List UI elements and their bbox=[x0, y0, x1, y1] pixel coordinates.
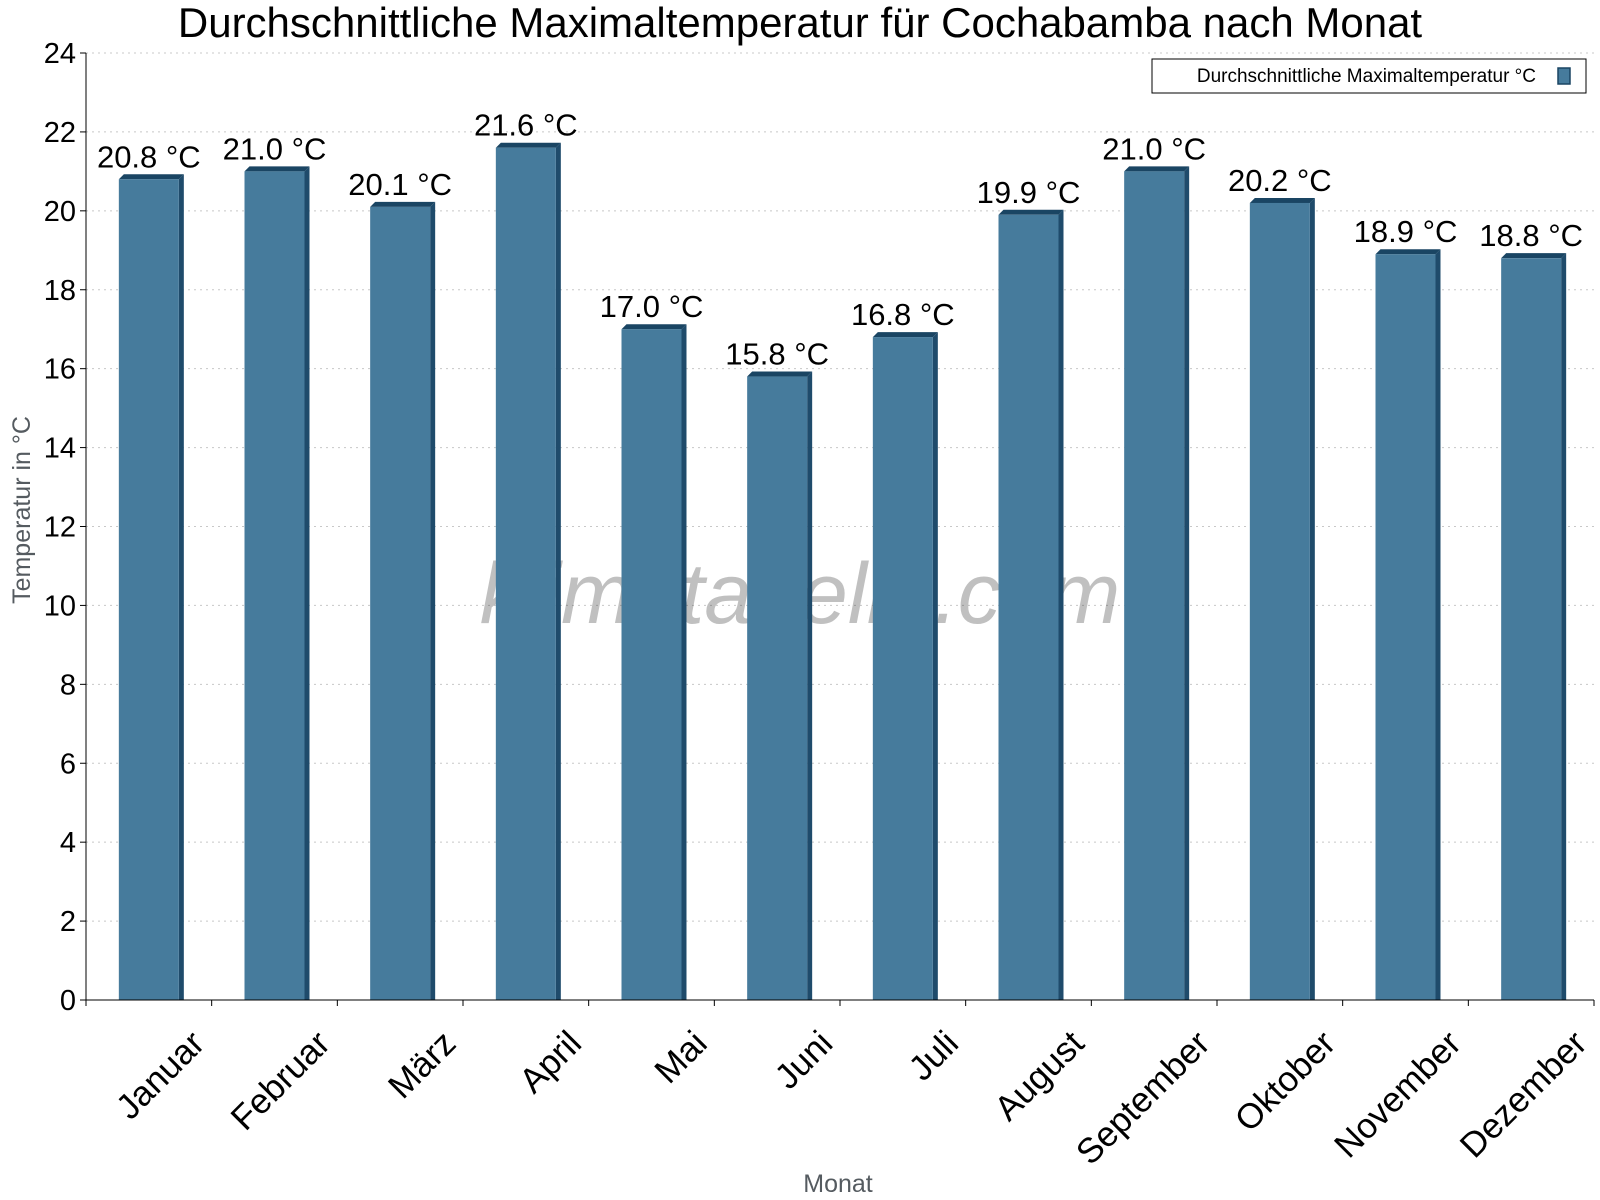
x-tick-label: August bbox=[987, 1023, 1092, 1128]
bar-6: 15.8 °C bbox=[725, 337, 829, 1000]
bars-group: 20.8 °C 21.0 °C 20.1 °C 21.6 °C 17.0 °C 15.8 … bbox=[97, 108, 1583, 1001]
chart-title: Durchschnittliche Maximaltemperatur für … bbox=[178, 0, 1423, 46]
bar bbox=[1124, 171, 1185, 1000]
y-tick-label: 2 bbox=[60, 906, 76, 938]
legend-swatch bbox=[1557, 67, 1571, 85]
data-label: 18.9 °C bbox=[1354, 214, 1458, 249]
bar-side bbox=[430, 201, 436, 1000]
bar-side bbox=[1435, 249, 1441, 1001]
bar-9: 21.0 °C bbox=[1102, 131, 1206, 1000]
y-tick-label: 8 bbox=[60, 669, 76, 701]
bar-top bbox=[370, 201, 436, 207]
y-tick-label: 6 bbox=[60, 748, 76, 780]
data-label: 16.8 °C bbox=[851, 297, 955, 332]
bar-top bbox=[998, 209, 1064, 215]
x-axis-title: Monat bbox=[803, 1170, 873, 1198]
bar-side bbox=[1561, 253, 1567, 1000]
bar-side bbox=[1184, 166, 1190, 1000]
y-tick-label: 24 bbox=[44, 38, 76, 70]
x-tick-label: Mai bbox=[647, 1024, 714, 1091]
y-tick-label: 10 bbox=[44, 590, 76, 622]
y-tick-label: 22 bbox=[44, 117, 76, 149]
bar-side bbox=[807, 371, 813, 1000]
legend-label: Durchschnittliche Maximaltemperatur °C bbox=[1197, 66, 1536, 87]
grid-lines bbox=[86, 52, 1594, 922]
data-label: 20.8 °C bbox=[97, 139, 201, 174]
data-label: 17.0 °C bbox=[600, 289, 704, 324]
bar bbox=[370, 206, 431, 1000]
x-tick-label: April bbox=[512, 1024, 589, 1101]
x-tick-label: Juli bbox=[901, 1024, 966, 1089]
bar-top bbox=[1124, 166, 1190, 172]
legend-box bbox=[1151, 58, 1587, 94]
data-label: 19.9 °C bbox=[977, 175, 1081, 210]
bar bbox=[747, 376, 808, 1000]
x-tick-label: Februar bbox=[223, 1023, 337, 1137]
bar-side bbox=[1058, 209, 1064, 1000]
data-label: 21.6 °C bbox=[474, 108, 578, 143]
bar bbox=[118, 179, 179, 1000]
y-tick-label: 0 bbox=[60, 985, 76, 1017]
bar bbox=[1501, 258, 1562, 1000]
bar-3: 20.1 °C bbox=[348, 167, 452, 1000]
legend: Durchschnittliche Maximaltemperatur °C bbox=[1151, 58, 1587, 94]
bar-5: 17.0 °C bbox=[600, 289, 704, 1000]
bar-top bbox=[1249, 197, 1315, 203]
y-tick-label: 12 bbox=[44, 512, 76, 544]
data-label: 21.0 °C bbox=[223, 131, 327, 166]
y-tick-label: 16 bbox=[44, 354, 76, 386]
y-tick-label: 4 bbox=[60, 827, 76, 859]
data-label: 21.0 °C bbox=[1102, 131, 1206, 166]
bar-side bbox=[1309, 197, 1315, 1001]
bar-4: 21.6 °C bbox=[474, 108, 578, 1000]
bar-12: 18.8 °C bbox=[1479, 218, 1583, 1000]
bar bbox=[244, 171, 305, 1000]
bar-10: 20.2 °C bbox=[1228, 163, 1332, 1001]
bar-side bbox=[681, 324, 687, 1000]
y-tick-label: 14 bbox=[44, 433, 76, 465]
bar-11: 18.9 °C bbox=[1354, 214, 1458, 1001]
y-axis-title: Temperatur in °C bbox=[8, 416, 36, 604]
bar bbox=[621, 329, 682, 1000]
y-tick-label: 20 bbox=[44, 196, 76, 228]
bar-side bbox=[178, 174, 184, 1000]
data-label: 20.2 °C bbox=[1228, 163, 1332, 198]
bar-7: 16.8 °C bbox=[851, 297, 955, 1001]
x-tick-label: Juni bbox=[767, 1024, 840, 1097]
x-tick-label: Dezember bbox=[1453, 1023, 1595, 1165]
x-tick-label: März bbox=[381, 1024, 464, 1107]
bar-8: 19.9 °C bbox=[977, 175, 1081, 1000]
bar-top bbox=[244, 166, 310, 172]
bar-top bbox=[1375, 249, 1441, 255]
data-label: 20.1 °C bbox=[348, 167, 452, 202]
bar-top bbox=[118, 174, 184, 180]
bar bbox=[495, 147, 556, 1000]
bar-1: 20.8 °C bbox=[97, 139, 201, 1000]
bar bbox=[1375, 254, 1436, 1001]
bar-top bbox=[747, 371, 813, 377]
bar-top bbox=[495, 142, 561, 148]
x-tick-label: November bbox=[1327, 1023, 1469, 1165]
bar bbox=[1249, 202, 1310, 1001]
data-label: 18.8 °C bbox=[1479, 218, 1583, 253]
bar-side bbox=[555, 142, 561, 1000]
y-tick-label: 18 bbox=[44, 275, 76, 307]
bar-side bbox=[932, 332, 938, 1001]
bar bbox=[998, 214, 1059, 1000]
x-tick-label: September bbox=[1069, 1023, 1218, 1172]
x-tick-label: Oktober bbox=[1227, 1023, 1343, 1139]
bar-side bbox=[304, 166, 310, 1000]
bar bbox=[872, 337, 933, 1001]
bar-2: 21.0 °C bbox=[223, 131, 327, 1000]
bar-top bbox=[872, 332, 938, 338]
x-tick-label: Januar bbox=[109, 1023, 212, 1126]
data-label: 15.8 °C bbox=[725, 337, 829, 372]
bar-top bbox=[1501, 253, 1567, 259]
bar-top bbox=[621, 324, 687, 330]
